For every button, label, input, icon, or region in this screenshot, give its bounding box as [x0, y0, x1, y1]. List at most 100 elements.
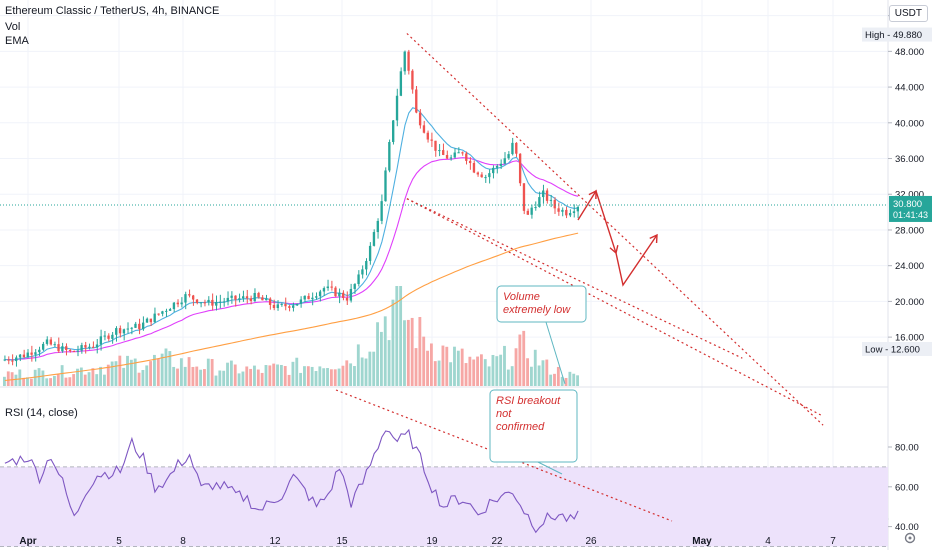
- candle-body: [195, 299, 199, 303]
- candle-body: [265, 298, 268, 301]
- candle-body: [261, 297, 264, 301]
- volume-bar: [291, 361, 295, 386]
- candle-body: [7, 359, 10, 361]
- candle-body: [53, 344, 56, 346]
- volume-bar: [479, 354, 483, 386]
- candle-body: [115, 328, 118, 335]
- candle: [161, 310, 164, 317]
- volume-bar: [356, 344, 360, 386]
- candle: [453, 148, 456, 159]
- candle: [353, 283, 356, 295]
- candle-body: [22, 354, 26, 358]
- candle-body: [468, 160, 472, 164]
- candle: [111, 331, 114, 344]
- candle: [565, 206, 568, 219]
- candle: [426, 130, 429, 143]
- volume-bar: [353, 366, 356, 386]
- candle: [165, 308, 168, 317]
- candle-body: [61, 346, 64, 352]
- candle-body: [268, 298, 272, 305]
- candle: [330, 280, 333, 291]
- candle: [18, 354, 22, 362]
- candle: [318, 289, 322, 302]
- candle-body: [526, 210, 529, 215]
- candle-body: [392, 120, 395, 143]
- volume-bar: [245, 366, 249, 386]
- candle-body: [438, 150, 441, 152]
- rsi-indicator-label[interactable]: RSI (14, close): [5, 407, 78, 419]
- candle: [45, 336, 49, 346]
- volume-bar: [106, 364, 110, 386]
- settings-gear-icon[interactable]: [904, 532, 916, 544]
- price-tick-label: 36.000: [895, 154, 924, 165]
- candle-body: [311, 297, 314, 300]
- candle-body: [315, 296, 318, 298]
- last-price-label: 30.800: [893, 199, 922, 210]
- candle-body: [118, 328, 122, 334]
- candle-body: [111, 334, 114, 339]
- candle: [99, 329, 103, 351]
- volume-bar: [437, 360, 441, 386]
- candle: [457, 147, 460, 154]
- candle-body: [299, 299, 303, 304]
- candle: [561, 207, 564, 217]
- candle-body: [95, 344, 99, 348]
- volume-bar: [79, 367, 83, 386]
- candle: [445, 150, 449, 160]
- candle: [422, 120, 426, 134]
- candle-body: [445, 154, 449, 159]
- volume-bar: [145, 365, 149, 386]
- candle-body: [488, 173, 491, 178]
- candle-body: [103, 335, 106, 337]
- volume-bar: [103, 374, 106, 386]
- low-label: Low - 12.600: [865, 345, 920, 356]
- candle: [407, 49, 410, 75]
- volume-bar: [60, 365, 64, 386]
- volume-bar: [87, 372, 91, 386]
- gear-hub: [908, 536, 912, 540]
- candle: [180, 297, 183, 308]
- candle-body: [84, 345, 87, 348]
- candle-body: [542, 190, 545, 198]
- candle: [230, 291, 233, 304]
- candle: [522, 183, 526, 215]
- candle: [126, 322, 129, 334]
- candle-body: [180, 302, 183, 305]
- candle-body: [476, 172, 479, 175]
- candle: [526, 208, 529, 215]
- candle-body: [411, 70, 414, 90]
- volume-bar: [576, 375, 579, 386]
- candle-body: [188, 294, 191, 296]
- volume-bar: [510, 366, 514, 386]
- candle: [357, 270, 360, 287]
- candle: [272, 299, 276, 311]
- candle-body: [307, 295, 310, 300]
- volume-bar: [333, 369, 337, 386]
- volume-bar: [426, 350, 429, 386]
- candle-body: [557, 208, 560, 212]
- candle-body: [361, 269, 364, 275]
- candle-body: [138, 323, 141, 330]
- rsi-line: [4, 428, 579, 534]
- volume-indicator-label[interactable]: Vol: [5, 21, 21, 33]
- price-tick-label: 28.000: [895, 225, 924, 236]
- candle: [84, 341, 87, 354]
- candle-body: [395, 95, 399, 121]
- volume-bar: [414, 348, 418, 386]
- candle: [7, 356, 10, 365]
- volume-bar: [133, 358, 137, 386]
- candle: [49, 337, 53, 346]
- candle: [241, 290, 245, 302]
- currency-button[interactable]: USDT: [888, 5, 928, 22]
- projection-arrow-down: [609, 245, 619, 255]
- volume-bar: [56, 374, 60, 386]
- rsi-tick-label: 40.00: [895, 522, 919, 533]
- candle-body: [530, 207, 533, 215]
- candle: [11, 354, 14, 366]
- ema-indicator-label[interactable]: EMA: [5, 35, 29, 47]
- volume-bar: [364, 358, 368, 386]
- volume-bar: [110, 361, 114, 386]
- candle-body: [403, 51, 406, 72]
